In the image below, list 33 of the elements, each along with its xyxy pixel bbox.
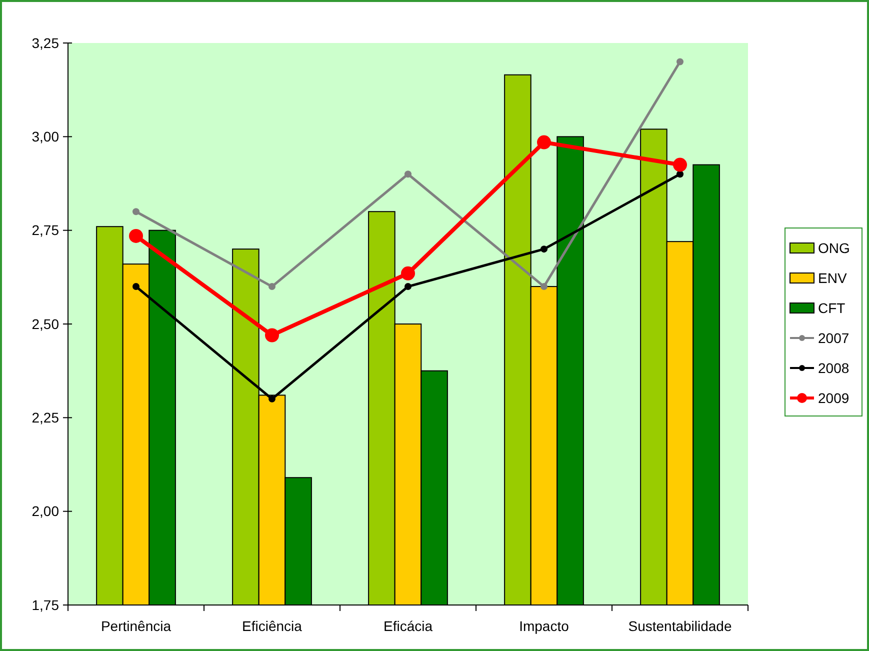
x-tick-label: Sustentabilidade <box>628 618 732 634</box>
point <box>404 283 412 290</box>
legend-label: 2009 <box>818 390 850 406</box>
legend-label: 2008 <box>818 360 850 376</box>
point <box>676 58 684 66</box>
y-tick-label: 2,00 <box>32 503 60 520</box>
point <box>537 135 551 150</box>
point <box>268 283 276 290</box>
x-tick-label: Pertinência <box>100 618 172 634</box>
point <box>676 170 684 178</box>
point <box>132 208 140 216</box>
y-tick-label: 1,75 <box>32 596 60 613</box>
point <box>129 228 143 243</box>
x-tick-label: Eficiência <box>242 618 302 634</box>
x-tick-label: Impacto <box>519 618 570 634</box>
legend-label: 2007 <box>818 330 850 346</box>
legend-label: ONG <box>818 240 850 256</box>
x-tick-label: Eficácia <box>383 618 433 634</box>
legend-label: CFT <box>818 300 846 316</box>
point <box>673 158 687 172</box>
point <box>404 170 412 178</box>
point <box>268 395 276 402</box>
y-tick-label: 2,25 <box>32 410 60 426</box>
y-tick-label: 3,25 <box>32 34 60 51</box>
point <box>265 328 279 342</box>
point <box>401 266 415 280</box>
point <box>132 283 140 290</box>
y-tick-label: 3,00 <box>32 128 60 145</box>
legend-label: ENV <box>818 270 848 286</box>
y-tick-label: 2,75 <box>32 222 60 238</box>
point <box>540 246 548 253</box>
point <box>540 283 548 290</box>
y-tick-label: 2,50 <box>32 316 60 332</box>
